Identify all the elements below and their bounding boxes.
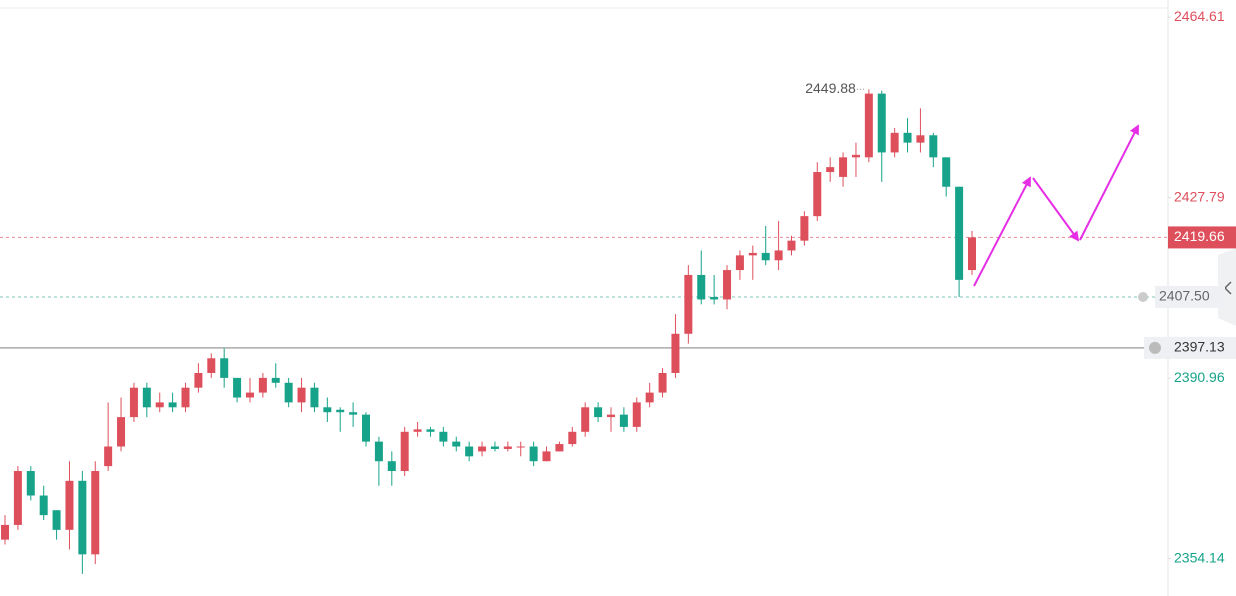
candle-body (155, 402, 164, 408)
candle-body (452, 441, 461, 447)
y-tick-label: 2464.61 (1174, 8, 1225, 24)
candle-body (490, 446, 499, 449)
candle-body (903, 132, 912, 143)
candle-body (684, 274, 693, 334)
candle-body (697, 274, 706, 300)
candle-body (516, 446, 525, 448)
candle-body (39, 495, 48, 516)
candle-body (1, 524, 9, 540)
candle-body (839, 157, 848, 177)
candle-body (503, 446, 512, 449)
candle-body (129, 387, 138, 418)
y-tick-label: 2354.14 (1174, 549, 1225, 565)
candle-body (800, 216, 809, 241)
reference-label: 2397.13 (1174, 339, 1225, 355)
candle-body (465, 446, 474, 457)
candle-body (91, 471, 100, 555)
candle-body (336, 409, 345, 413)
candle-body (529, 446, 538, 462)
alert-label: 2407.50 (1159, 288, 1210, 304)
candle-body (220, 358, 229, 378)
candle-body (323, 407, 332, 413)
forecast-arrow (1032, 177, 1080, 242)
candle-body (851, 154, 860, 158)
last-price-label: 2419.66 (1174, 228, 1225, 244)
candle-body (349, 412, 358, 415)
candle-body (194, 372, 203, 388)
candle-body (787, 240, 796, 251)
reference-tag (1144, 336, 1236, 359)
candle-body (813, 172, 822, 217)
candle-body (142, 387, 151, 408)
candle-body (297, 387, 306, 403)
y-tick-label: 2427.79 (1174, 188, 1225, 204)
candle-body (632, 402, 641, 427)
candle-body (426, 429, 435, 432)
forecast-arrow (973, 176, 1031, 287)
candle-body (955, 186, 964, 280)
candle-body (168, 402, 177, 408)
candle-body (968, 237, 976, 271)
candle-body (439, 431, 448, 442)
alert-bell (1138, 292, 1148, 303)
candle-body (258, 377, 267, 393)
candle-body (774, 250, 783, 261)
candle-body (181, 387, 190, 408)
candle-body (916, 135, 925, 143)
candle-body (568, 431, 577, 445)
candle-body (413, 429, 422, 432)
candle-body (245, 392, 254, 398)
candle-body (271, 377, 280, 383)
candle-body (26, 471, 35, 496)
candle-body (723, 270, 732, 300)
candle-body (104, 446, 113, 467)
candle-body (65, 480, 74, 530)
candle-body (555, 444, 564, 452)
candle-body (748, 252, 757, 256)
candle-body (619, 414, 628, 427)
candle-body (929, 135, 938, 158)
candle-body (877, 93, 886, 153)
candle-body (284, 382, 293, 403)
candle-body (374, 441, 383, 462)
candle-body (362, 414, 371, 442)
high-annotation: 2449.88 (805, 80, 856, 96)
candle-body (233, 377, 242, 398)
candle-body (581, 407, 590, 432)
candle-body (310, 387, 319, 408)
candle-body (645, 392, 654, 403)
plot-area: 2354.14 2390.96 2427.79 2464.61 2449.88 (0, 8, 1225, 574)
candle-body (400, 431, 409, 472)
candle-body (671, 333, 680, 373)
candle-body (606, 414, 615, 418)
candle-body (761, 252, 770, 261)
candle-body (942, 157, 951, 187)
candle-body (710, 297, 719, 300)
candle-body (542, 451, 551, 462)
candle-body (78, 480, 87, 555)
candle-body (13, 471, 22, 525)
last-price-tag (1168, 226, 1236, 249)
candle-body (207, 358, 216, 373)
forecast-arrow (1079, 124, 1139, 241)
candle-body (658, 372, 667, 393)
reference-bell (1149, 341, 1161, 354)
candle-body (890, 132, 899, 153)
candle-body (117, 417, 126, 447)
y-tick-label: 2390.96 (1174, 369, 1225, 385)
candle-body (478, 446, 487, 452)
candle-body (735, 255, 744, 271)
alert-tag (1155, 286, 1225, 309)
candle-body (826, 167, 835, 173)
candle-body (864, 93, 873, 158)
candle-body (52, 510, 61, 530)
candle-body (387, 461, 396, 472)
candle-body (594, 407, 603, 418)
